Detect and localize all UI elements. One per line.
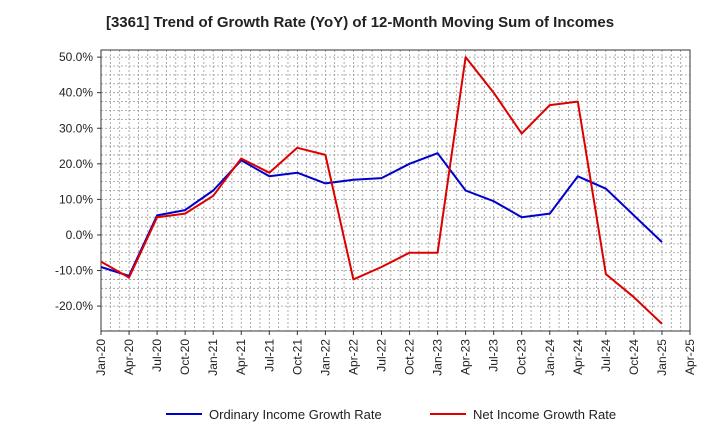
chart-title: [3361] Trend of Growth Rate (YoY) of 12-… <box>105 14 615 31</box>
x-tick-label: Apr-24 <box>571 339 585 375</box>
x-tick-label: Oct-20 <box>178 339 192 375</box>
y-tick-label: -20.0% <box>55 299 93 313</box>
x-tick-label: Oct-22 <box>403 339 417 375</box>
x-tick-label: Jul-24 <box>599 339 613 372</box>
y-tick-label: -10.0% <box>55 264 93 278</box>
y-tick-label: 10.0% <box>59 192 93 206</box>
y-tick-label: 50.0% <box>59 50 93 64</box>
x-tick-label: Jan-23 <box>431 339 445 376</box>
y-tick-label: 20.0% <box>59 157 93 171</box>
x-tick-label: Jan-24 <box>543 339 557 376</box>
x-tick-label: Oct-21 <box>290 339 304 375</box>
x-tick-label: Jan-25 <box>655 339 669 376</box>
x-tick-label: Jul-23 <box>487 339 501 372</box>
legend-label: Ordinary Income Growth Rate <box>209 407 382 422</box>
x-tick-label: Apr-22 <box>346 339 360 375</box>
x-tick-label: Jan-22 <box>318 339 332 376</box>
x-tick-label: Jul-21 <box>262 339 276 372</box>
x-tick-label: Apr-23 <box>459 339 473 375</box>
x-tick-label: Jan-21 <box>206 339 220 376</box>
x-tick-label: Jan-20 <box>94 339 108 376</box>
x-tick-label: Apr-20 <box>122 339 136 375</box>
x-tick-label: Apr-25 <box>683 339 697 375</box>
series-line-net-income <box>100 56 663 325</box>
x-tick-label: Oct-23 <box>515 339 529 375</box>
y-tick-label: 30.0% <box>59 121 93 135</box>
plot-border <box>100 49 691 332</box>
x-tick-label: Apr-21 <box>234 339 248 375</box>
y-tick-label: 0.0% <box>66 228 94 242</box>
x-tick-label: Oct-24 <box>627 339 641 375</box>
x-tick-label: Jul-22 <box>374 339 388 372</box>
y-tick-label: 40.0% <box>59 86 93 100</box>
series-line-ordinary-income <box>100 152 663 277</box>
legend-label: Net Income Growth Rate <box>473 407 616 422</box>
x-tick-label: Jul-20 <box>150 339 164 372</box>
